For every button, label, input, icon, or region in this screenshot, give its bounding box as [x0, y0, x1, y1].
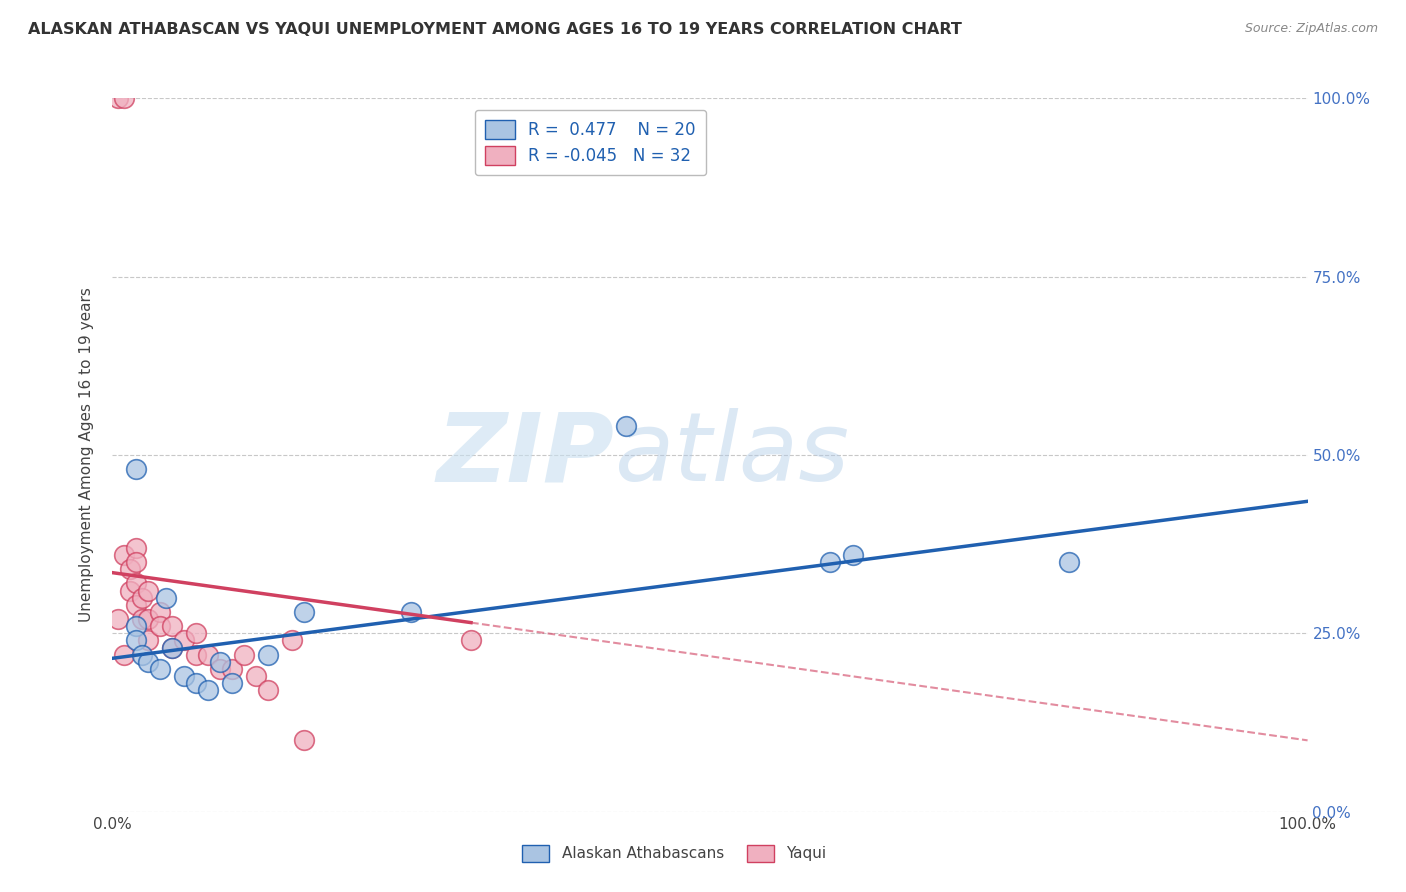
Text: Source: ZipAtlas.com: Source: ZipAtlas.com	[1244, 22, 1378, 36]
Point	[292, 605, 315, 619]
Point	[138, 655, 160, 669]
Point	[107, 91, 129, 105]
Point	[173, 669, 195, 683]
Point	[186, 648, 208, 662]
Point	[221, 676, 243, 690]
Point	[125, 598, 148, 612]
Point	[401, 605, 423, 619]
Point	[257, 648, 280, 662]
Text: ZIP: ZIP	[436, 409, 614, 501]
Point	[120, 562, 142, 576]
Point	[131, 648, 153, 662]
Point	[138, 612, 160, 626]
Point	[1057, 555, 1080, 569]
Point	[162, 640, 183, 655]
Point	[292, 733, 315, 747]
Point	[173, 633, 195, 648]
Point	[460, 633, 482, 648]
Point	[208, 662, 231, 676]
Point	[155, 591, 177, 605]
Point	[125, 462, 148, 476]
Point	[149, 619, 172, 633]
Point	[197, 683, 219, 698]
Point	[107, 612, 129, 626]
Point	[197, 648, 219, 662]
Point	[125, 555, 148, 569]
Point	[131, 612, 153, 626]
Point	[125, 619, 148, 633]
Point	[125, 541, 148, 555]
Point	[221, 662, 243, 676]
Text: ALASKAN ATHABASCAN VS YAQUI UNEMPLOYMENT AMONG AGES 16 TO 19 YEARS CORRELATION C: ALASKAN ATHABASCAN VS YAQUI UNEMPLOYMENT…	[28, 22, 962, 37]
Point	[138, 633, 160, 648]
Point	[614, 419, 637, 434]
Point	[125, 576, 148, 591]
Point	[149, 605, 172, 619]
Point	[149, 662, 172, 676]
Point	[114, 548, 135, 562]
Y-axis label: Unemployment Among Ages 16 to 19 years: Unemployment Among Ages 16 to 19 years	[79, 287, 94, 623]
Point	[120, 583, 142, 598]
Point	[208, 655, 231, 669]
Legend: Alaskan Athabascans, Yaqui: Alaskan Athabascans, Yaqui	[516, 838, 832, 868]
Point	[281, 633, 304, 648]
Point	[186, 626, 208, 640]
Point	[842, 548, 865, 562]
Point	[114, 648, 135, 662]
Point	[245, 669, 267, 683]
Point	[257, 683, 280, 698]
Text: atlas: atlas	[614, 409, 849, 501]
Point	[114, 91, 135, 105]
Point	[162, 619, 183, 633]
Point	[125, 633, 148, 648]
Point	[232, 648, 256, 662]
Point	[131, 591, 153, 605]
Point	[162, 640, 183, 655]
Point	[818, 555, 841, 569]
Point	[138, 583, 160, 598]
Point	[186, 676, 208, 690]
